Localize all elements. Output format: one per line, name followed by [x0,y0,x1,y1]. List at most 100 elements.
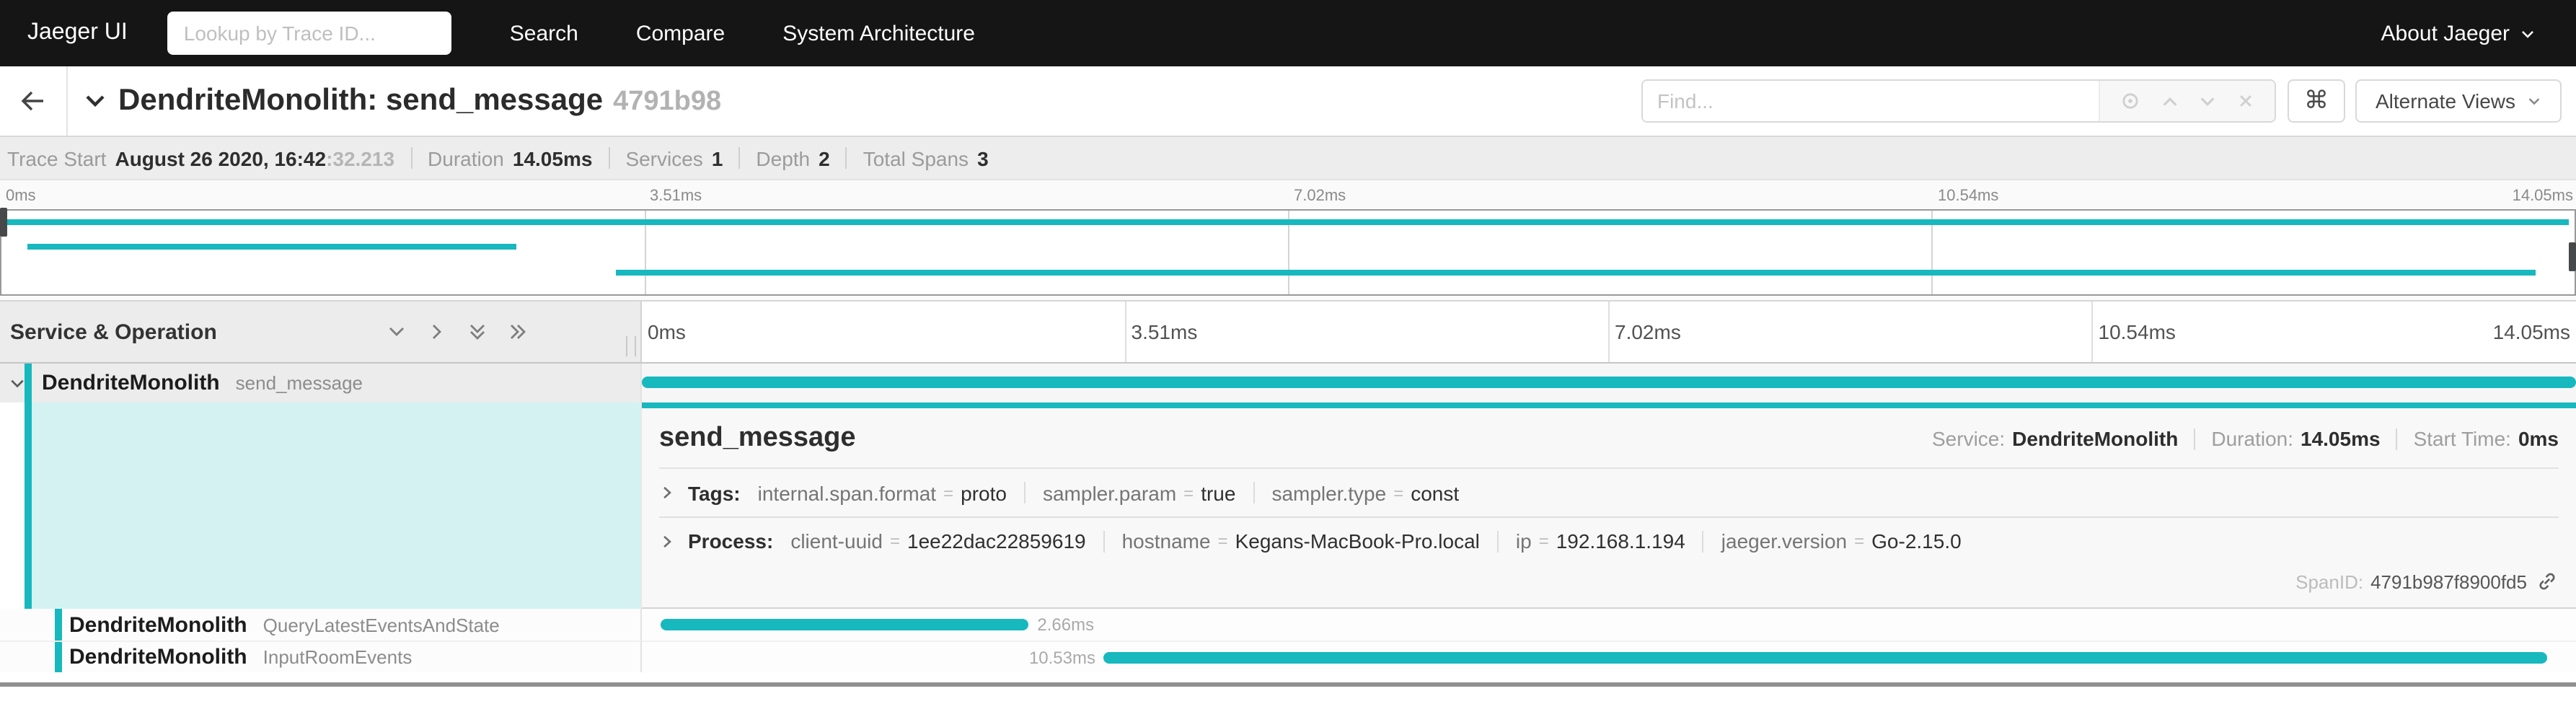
app-brand[interactable]: Jaeger UI [27,20,128,45]
tag-key: internal.span.format [757,481,937,504]
about-jaeger-label: About Jaeger [2381,21,2510,45]
service-name[interactable]: DendriteMonolith [42,371,220,395]
link-icon[interactable] [2537,571,2557,591]
next-match-icon[interactable] [2199,92,2218,110]
about-jaeger-menu[interactable]: About Jaeger [2381,21,2536,45]
service-color-bar [25,364,32,402]
summary-separator [738,147,741,169]
process-item: hostname = Kegans-MacBook-Pro.local [1122,529,1480,553]
timeline-tick: 10.54ms [2098,320,2176,343]
duration-value: 14.05ms [512,146,593,170]
back-button[interactable] [0,66,66,136]
tags-accordion[interactable]: Tags: internal.span.format = proto sampl… [659,469,2559,516]
keyboard-shortcuts-button[interactable]: ⌘ [2287,79,2345,123]
service-name[interactable]: DendriteMonolith [69,645,247,669]
duration-label: Duration: [2211,427,2293,450]
span-bar-query-latest-events[interactable] [661,619,1029,630]
span-row-input-room-events[interactable]: DendriteMonolith InputRoomEvents 10.53ms [0,641,2576,672]
find-input[interactable] [1642,81,2099,121]
process-key: jaeger.version [1721,529,1848,553]
trace-start-value: August 26 2020, 16:42 [115,146,327,170]
find-group [1641,79,2276,123]
column-resize-grip[interactable] [626,336,636,356]
operation-name: InputRoomEvents [263,646,413,668]
trace-summary-bar: Trace Start August 26 2020, 16:42 :32.21… [0,137,2576,180]
minimap-left-scrubber[interactable] [0,208,7,237]
span-id-value: 4791b987f8900fd5 [2370,571,2527,592]
tag-value: proto [961,481,1007,504]
clear-find-icon[interactable] [2237,92,2254,110]
span-row-timeline: 2.66ms [642,609,2576,641]
tag-value: const [1411,481,1460,504]
process-item: ip = 192.168.1.194 [1516,529,1685,553]
operation-name: send_message [235,372,363,394]
minimap-right-scrubber[interactable] [2569,242,2576,271]
process-key: hostname [1121,529,1211,553]
timeline-ticks-header: 0ms 3.51ms 7.02ms 10.54ms 14.05ms [642,302,2576,362]
span-bar-send-message[interactable] [642,377,2576,388]
services-value: 1 [711,146,723,170]
span-row-query-latest-events[interactable]: DendriteMonolith QueryLatestEventsAndSta… [0,609,2576,641]
chevron-right-icon [659,533,675,549]
collapse-children-chevron-icon[interactable] [9,374,26,392]
timeline-minimap[interactable] [0,208,2576,296]
duration-label: Duration [428,146,504,170]
minimap-gridline [1288,211,1289,294]
alternate-views-button[interactable]: Alternate Views [2355,79,2562,123]
meta-separator [2194,428,2196,449]
process-value: Go-2.15.0 [1871,529,1962,553]
span-detail-row: send_message Service: DendriteMonolith D… [0,402,2576,609]
nav-link-search[interactable]: Search [509,21,578,45]
trace-id-lookup-input[interactable] [167,12,452,55]
expand-collapse-controls [387,322,528,342]
tag-item: sampler.param = true [1043,481,1235,504]
service-operation-title: Service & Operation [10,320,217,344]
minimap-span-bar [27,244,516,250]
tags-label: Tags: [688,481,741,504]
start-time-value: 0ms [2518,427,2559,450]
collapse-deep-icon[interactable] [467,322,488,342]
timeline-header: Service & Operation 0ms 3.51ms 7.02ms 10… [0,300,2576,364]
find-controls [2098,81,2275,121]
service-color-bar [55,642,62,672]
span-row-name-column: DendriteMonolith QueryLatestEventsAndSta… [0,609,642,641]
nav-links: Search Compare System Architecture [452,21,975,45]
collapse-all-icon[interactable] [387,322,407,342]
selected-span-highlight [32,402,640,609]
arrow-left-icon [20,89,46,113]
service-value: DendriteMonolith [2012,427,2179,450]
bottom-scroll-divider[interactable] [0,682,2576,687]
minimap-tick: 3.51ms [650,188,702,205]
process-accordion[interactable]: Process: client-uuid = 1ee22dac22859619 … [659,516,2559,564]
service-color-bar [55,609,62,641]
nav-link-compare[interactable]: Compare [635,21,725,45]
timeline-tick: 0ms [648,320,686,343]
process-separator [1496,530,1499,552]
process-value: 192.168.1.194 [1556,529,1685,553]
minimap-tick: 7.02ms [1294,188,1346,205]
expand-one-icon[interactable] [427,322,447,342]
prev-match-icon[interactable] [2160,92,2179,110]
tag-item: internal.span.format = proto [758,481,1007,504]
service-operation-header: Service & Operation [0,302,642,362]
bottom-gap [0,672,2576,682]
expand-deep-icon[interactable] [508,322,528,342]
minimap-span-bar [616,270,2536,276]
match-focus-icon[interactable] [2120,91,2140,111]
minimap-tick: 0ms [6,188,36,205]
process-separator [1103,530,1105,552]
process-key: client-uuid [790,529,883,553]
nav-link-system-architecture[interactable]: System Architecture [782,21,975,45]
process-value: Kegans-MacBook-Pro.local [1235,529,1480,553]
service-label: Service: [1932,427,2006,450]
span-row-send-message[interactable]: DendriteMonolith send_message [0,364,2576,402]
equals-sign: = [889,531,900,551]
tag-key: sampler.param [1042,481,1177,504]
summary-separator [608,147,610,169]
tag-value: true [1201,481,1236,504]
span-bar-input-room-events[interactable] [1103,652,2547,664]
collapse-trace-chevron-icon[interactable] [84,89,107,113]
minimap-gridline [645,211,646,294]
service-name[interactable]: DendriteMonolith [69,612,247,637]
